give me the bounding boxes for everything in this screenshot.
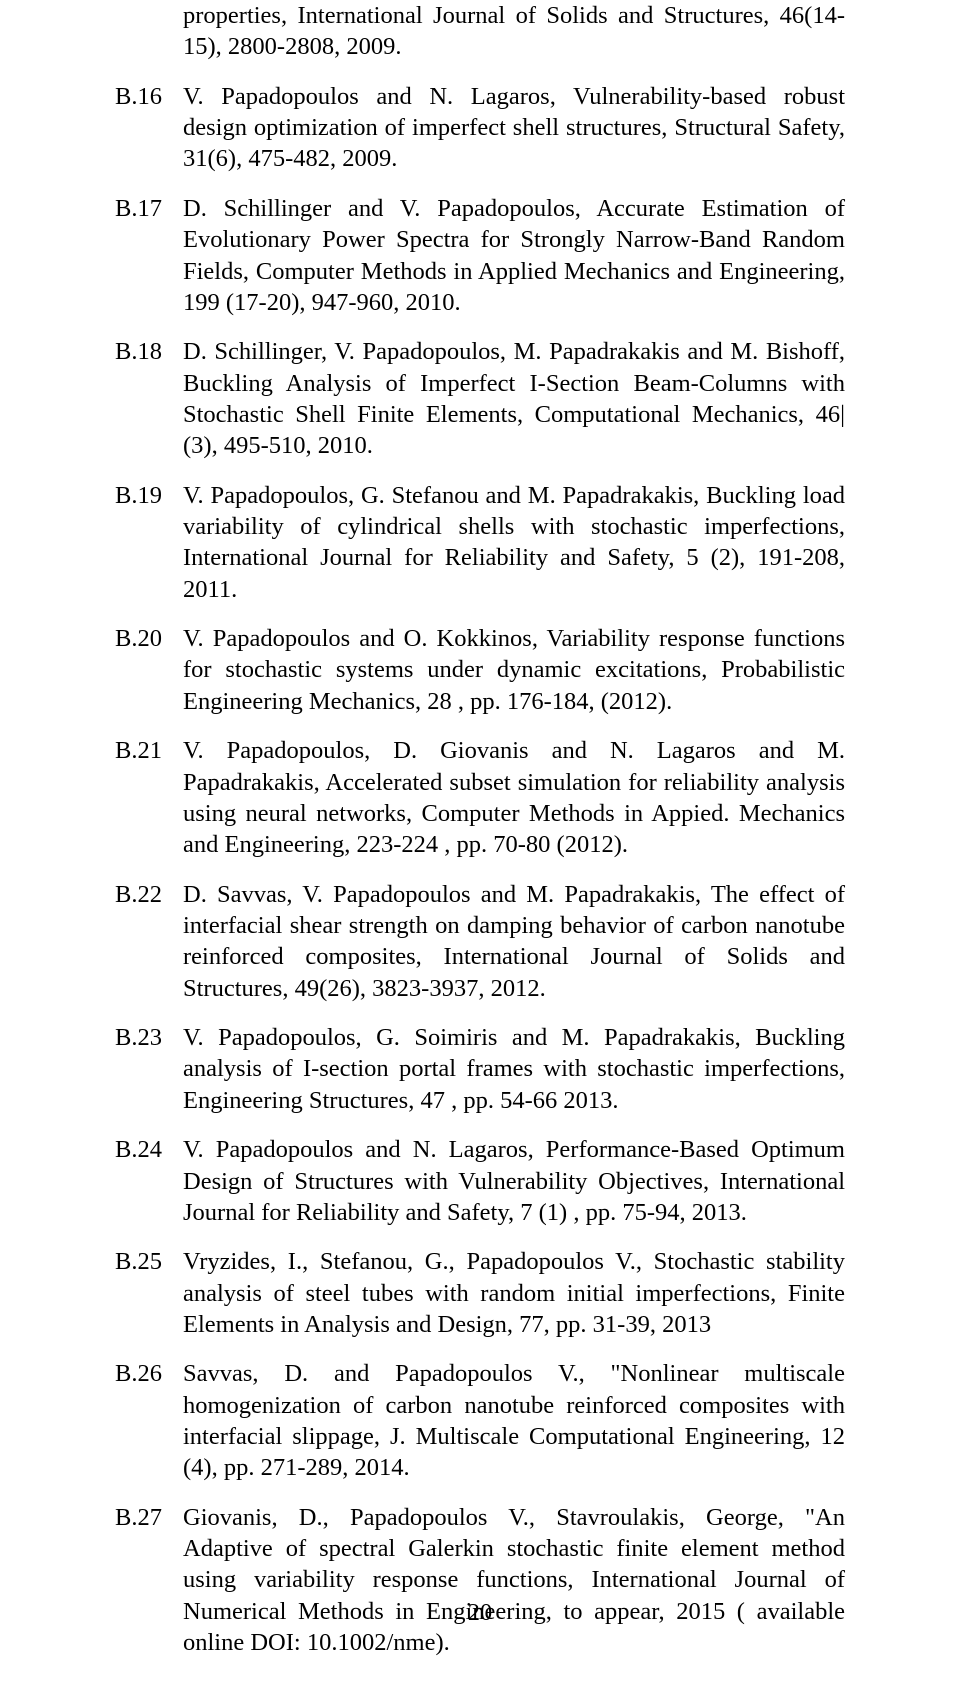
reference-entry: B.23V. Papadopoulos, G. Soimiris and M. …: [115, 1022, 845, 1116]
reference-text: V. Papadopoulos, G. Stefanou and M. Papa…: [183, 480, 845, 605]
reference-entry: B.21V. Papadopoulos, D. Giovanis and N. …: [115, 735, 845, 860]
reference-entry: B.19V. Papadopoulos, G. Stefanou and M. …: [115, 480, 845, 605]
reference-entry: B.16V. Papadopoulos and N. Lagaros, Vuln…: [115, 81, 845, 175]
reference-text: D. Savvas, V. Papadopoulos and M. Papadr…: [183, 879, 845, 1004]
reference-label: B.17: [115, 193, 183, 318]
reference-entry: B.20V. Papadopoulos and O. Kokkinos, Var…: [115, 623, 845, 717]
references-list: B.16V. Papadopoulos and N. Lagaros, Vuln…: [115, 81, 845, 1659]
reference-text: Savvas, D. and Papadopoulos V., "Nonline…: [183, 1358, 845, 1483]
reference-label: B.21: [115, 735, 183, 860]
continuation-text: properties, International Journal of Sol…: [183, 0, 845, 63]
reference-label: B.24: [115, 1134, 183, 1228]
reference-text: D. Schillinger, V. Papadopoulos, M. Papa…: [183, 336, 845, 461]
reference-label: B.25: [115, 1246, 183, 1340]
reference-text: V. Papadopoulos, G. Soimiris and M. Papa…: [183, 1022, 845, 1116]
reference-text: D. Schillinger and V. Papadopoulos, Accu…: [183, 193, 845, 318]
reference-text: V. Papadopoulos, D. Giovanis and N. Laga…: [183, 735, 845, 860]
reference-text: Vryzides, I., Stefanou, G., Papadopoulos…: [183, 1246, 845, 1340]
reference-label: B.27: [115, 1502, 183, 1659]
reference-label: B.20: [115, 623, 183, 717]
reference-label: B.19: [115, 480, 183, 605]
reference-text: V. Papadopoulos and O. Kokkinos, Variabi…: [183, 623, 845, 717]
document-page: properties, International Journal of Sol…: [0, 0, 960, 1697]
reference-label: B.22: [115, 879, 183, 1004]
reference-entry: B.17D. Schillinger and V. Papadopoulos, …: [115, 193, 845, 318]
reference-entry: B.25Vryzides, I., Stefanou, G., Papadopo…: [115, 1246, 845, 1340]
reference-entry: B.27Giovanis, D., Papadopoulos V., Stavr…: [115, 1502, 845, 1659]
reference-label: B.23: [115, 1022, 183, 1116]
reference-text: Giovanis, D., Papadopoulos V., Stavroula…: [183, 1502, 845, 1659]
reference-text: V. Papadopoulos and N. Lagaros, Performa…: [183, 1134, 845, 1228]
reference-entry: B.22D. Savvas, V. Papadopoulos and M. Pa…: [115, 879, 845, 1004]
reference-label: B.26: [115, 1358, 183, 1483]
reference-entry: B.24V. Papadopoulos and N. Lagaros, Perf…: [115, 1134, 845, 1228]
reference-entry: B.26Savvas, D. and Papadopoulos V., "Non…: [115, 1358, 845, 1483]
reference-text: V. Papadopoulos and N. Lagaros, Vulnerab…: [183, 81, 845, 175]
reference-label: B.16: [115, 81, 183, 175]
reference-label: B.18: [115, 336, 183, 461]
reference-entry: B.18D. Schillinger, V. Papadopoulos, M. …: [115, 336, 845, 461]
page-number: 20: [0, 1599, 960, 1627]
